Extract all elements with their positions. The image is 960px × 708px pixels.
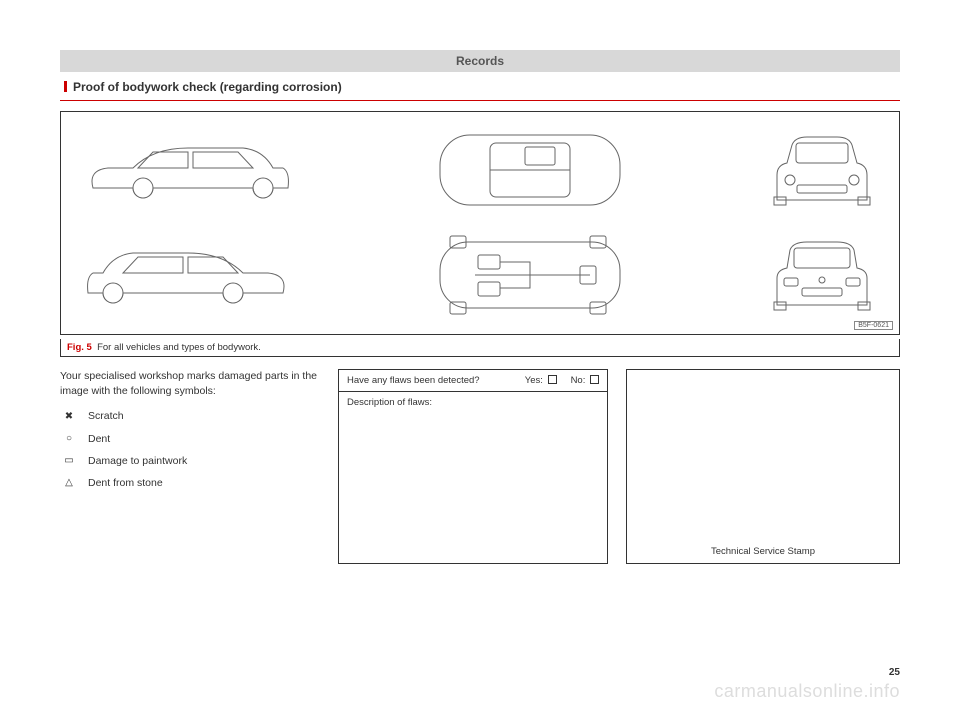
symbol-item-stone: △ Dent from stone	[60, 476, 320, 491]
car-side-right-icon	[78, 235, 298, 315]
yes-label: Yes:	[525, 375, 543, 386]
yes-checkbox[interactable]	[548, 375, 557, 384]
figure-box: B5F-0621	[60, 111, 900, 335]
symbol-list: ✖ Scratch ○ Dent ▭ Damage to paintwork △…	[60, 409, 320, 491]
car-front-icon	[762, 125, 882, 215]
yes-option[interactable]: Yes:	[525, 375, 557, 386]
car-view-front	[757, 122, 887, 217]
figure-number: Fig. 5	[67, 342, 92, 353]
scratch-icon: ✖	[60, 410, 78, 425]
divider-red	[60, 100, 900, 101]
symbol-label: Scratch	[88, 409, 124, 424]
description-label: Description of flaws:	[347, 397, 432, 408]
no-checkbox[interactable]	[590, 375, 599, 384]
flaws-header: Have any flaws been detected? Yes: No:	[339, 370, 607, 392]
figure-code: B5F-0621	[854, 321, 893, 330]
car-view-top	[420, 122, 640, 217]
car-side-left-icon	[78, 130, 298, 210]
no-option[interactable]: No:	[571, 375, 599, 386]
symbols-column: Your specialised workshop marks damaged …	[60, 369, 320, 564]
symbol-label: Dent from stone	[88, 476, 163, 491]
watermark: carmanualsonline.info	[714, 681, 900, 702]
stamp-label: Technical Service Stamp	[711, 546, 815, 557]
car-underside-icon	[430, 230, 630, 320]
car-view-rear	[757, 227, 887, 322]
symbol-item-paintwork: ▭ Damage to paintwork	[60, 454, 320, 469]
stone-icon: △	[60, 476, 78, 491]
lower-row: Your specialised workshop marks damaged …	[60, 369, 900, 564]
car-top-icon	[430, 125, 630, 215]
dent-icon: ○	[60, 432, 78, 447]
flaws-box: Have any flaws been detected? Yes: No: D…	[338, 369, 608, 564]
car-view-underside	[420, 227, 640, 322]
figure-caption: Fig. 5 For all vehicles and types of bod…	[60, 339, 900, 357]
page-number: 25	[889, 667, 900, 678]
yes-no-group: Yes: No:	[525, 375, 599, 386]
stamp-box: Technical Service Stamp	[626, 369, 900, 564]
page: Records Proof of bodywork check (regardi…	[0, 0, 960, 708]
flaws-question: Have any flaws been detected?	[347, 375, 480, 386]
car-view-side-left	[73, 122, 303, 217]
figure-caption-text: For all vehicles and types of bodywork.	[97, 342, 261, 353]
car-rear-icon	[762, 230, 882, 320]
intro-text: Your specialised workshop marks damaged …	[60, 369, 320, 399]
paintwork-icon: ▭	[60, 454, 78, 469]
section-header: Records	[60, 50, 900, 72]
car-view-side-right	[73, 227, 303, 322]
no-label: No:	[571, 375, 586, 386]
figure-grid	[73, 122, 887, 322]
symbol-label: Damage to paintwork	[88, 454, 187, 469]
sub-heading: Proof of bodywork check (regarding corro…	[60, 80, 900, 94]
symbol-label: Dent	[88, 432, 110, 447]
symbol-item-scratch: ✖ Scratch	[60, 409, 320, 424]
flaws-description-area[interactable]: Description of flaws:	[339, 392, 607, 563]
symbol-item-dent: ○ Dent	[60, 432, 320, 447]
